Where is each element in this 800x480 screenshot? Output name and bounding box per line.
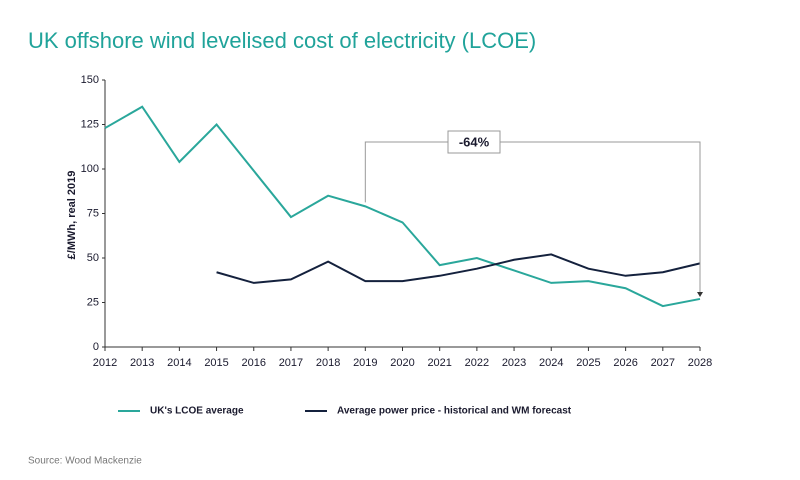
x-tick-label: 2017 [279, 357, 303, 369]
legend-label: UK's LCOE average [150, 406, 244, 417]
x-tick-label: 2016 [242, 357, 266, 369]
y-tick-label: 125 [81, 118, 99, 130]
legend-label: Average power price - historical and WM … [337, 406, 572, 417]
x-tick-label: 2020 [390, 357, 414, 369]
y-tick-label: 100 [81, 163, 99, 175]
x-tick-label: 2022 [465, 357, 489, 369]
source: Source: Wood Mackenzie [28, 456, 142, 467]
x-tick-label: 2012 [93, 357, 117, 369]
y-axis-title: £/MWh, real 2019 [66, 171, 78, 260]
x-tick-label: 2013 [130, 357, 154, 369]
annotation: -64% [459, 134, 490, 149]
chart-title: UK offshore wind levelised cost of elect… [28, 28, 536, 53]
x-tick-label: 2024 [539, 357, 563, 369]
x-tick-label: 2027 [651, 357, 675, 369]
annotation-arrow [697, 291, 703, 297]
y-tick-label: 75 [87, 207, 99, 219]
y-tick-label: 25 [87, 296, 99, 308]
y-tick-label: 0 [93, 341, 99, 353]
x-tick-label: 2019 [353, 357, 377, 369]
annotation-bracket [364, 141, 701, 295]
annotation-box [447, 130, 501, 154]
x-tick-label: 2026 [613, 357, 637, 369]
x-tick-label: 2015 [204, 357, 228, 369]
y-tick-label: 150 [81, 74, 99, 86]
x-tick-label: 2018 [316, 357, 340, 369]
series-line [216, 253, 701, 284]
x-tick-label: 2025 [576, 357, 600, 369]
series-line [104, 105, 701, 308]
x-tick-label: 2021 [427, 357, 451, 369]
x-tick-label: 2028 [688, 357, 712, 369]
x-tick-label: 2014 [167, 357, 191, 369]
x-tick-label: 2023 [502, 357, 526, 369]
y-tick-label: 50 [87, 252, 99, 264]
